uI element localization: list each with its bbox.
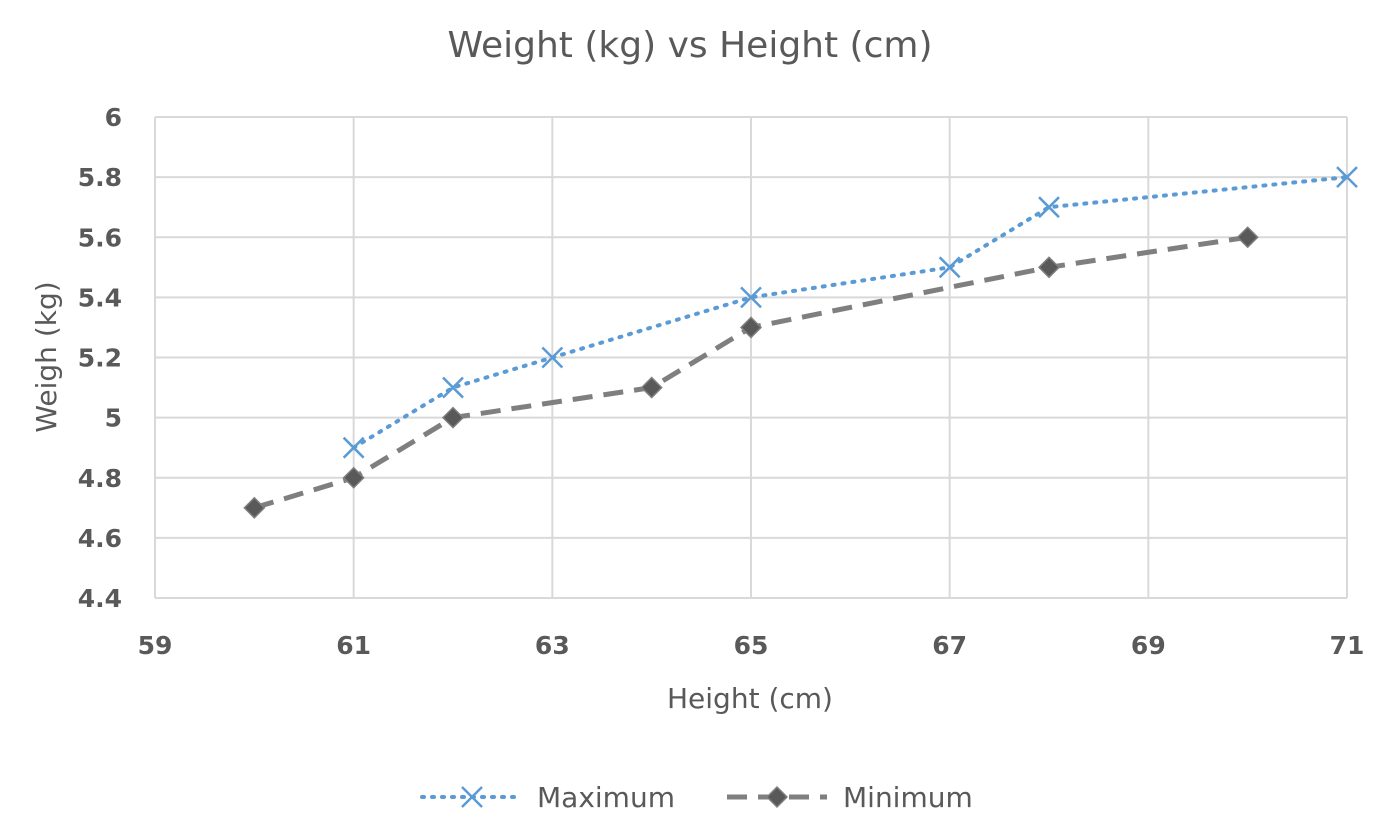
legend: Maximum Minimum [420, 781, 973, 814]
legend-marker-minimum [765, 785, 789, 809]
data-point-maximum [342, 436, 365, 459]
y-tick-label: 4.6 [78, 524, 122, 553]
x-tick-label: 69 [1131, 631, 1166, 660]
x-tick-label: 59 [138, 631, 173, 660]
data-point-minimum [640, 376, 663, 399]
x-axis-ticks: 59 61 63 65 67 69 71 [138, 631, 1365, 660]
data-point-minimum [342, 466, 365, 489]
x-tick-label: 63 [535, 631, 570, 660]
y-axis-ticks: 4.4 4.6 4.8 5 5.2 5.4 5.6 5.8 6 [78, 103, 122, 613]
data-point-maximum [541, 346, 564, 369]
chart-title: Weight (kg) vs Height (cm) [448, 25, 933, 66]
legend-marker-maximum [461, 786, 483, 808]
y-tick-label: 4.8 [78, 464, 122, 493]
series-minimum [243, 226, 1259, 519]
x-tick-label: 65 [734, 631, 769, 660]
y-tick-label: 5.2 [78, 344, 122, 373]
x-axis-title: Height (cm) [667, 682, 833, 715]
data-point-minimum [739, 316, 763, 339]
data-point-maximum [442, 376, 464, 399]
data-point-maximum [1336, 166, 1358, 189]
data-point-minimum [1236, 226, 1259, 249]
series-group [243, 166, 1358, 519]
legend-label-minimum: Minimum [843, 781, 973, 814]
y-tick-label: 6 [105, 103, 122, 132]
x-tick-label: 61 [336, 631, 371, 660]
data-point-maximum [1038, 196, 1060, 219]
y-tick-label: 5.4 [78, 283, 122, 312]
data-point-minimum [1037, 256, 1061, 279]
y-tick-label: 5.8 [78, 163, 122, 192]
y-tick-label: 4.4 [78, 584, 122, 613]
data-point-maximum [938, 256, 961, 279]
legend-label-maximum: Maximum [537, 781, 675, 814]
y-axis-title: Weigh (kg) [30, 281, 63, 432]
y-tick-label: 5 [105, 404, 122, 433]
legend-item-minimum: Minimum [727, 781, 973, 814]
y-tick-label: 5.6 [78, 223, 122, 252]
data-point-minimum [243, 496, 266, 519]
series-maximum [342, 166, 1358, 459]
data-point-maximum [740, 286, 762, 309]
x-tick-label: 71 [1330, 631, 1365, 660]
legend-item-maximum: Maximum [420, 781, 675, 814]
x-tick-label: 67 [932, 631, 967, 660]
data-point-minimum [441, 406, 465, 429]
